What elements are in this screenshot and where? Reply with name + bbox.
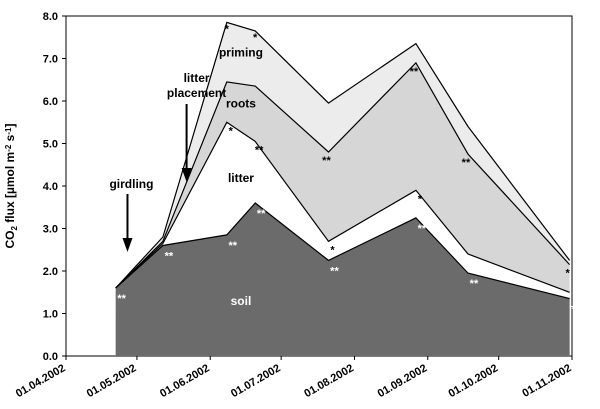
sig-soil-4: ** [330,265,339,277]
x-tick-label: 01.10.2002 [447,362,501,400]
area-series-group: soil litter roots priming [115,22,570,357]
line-priming [115,21,571,289]
y-tick-label: 6.0 [43,96,58,108]
y-tick-label: 0.0 [43,351,58,363]
y-axis-label-part: 2 [10,225,19,230]
sig-roots-7: * [565,268,570,280]
annotation-placement: placement [167,86,226,100]
series-label-soil: soil [231,294,252,308]
y-tick-label: 2.0 [43,266,58,278]
x-tick-label: 01.09.2002 [376,362,430,400]
significance-markers: ****************************** [117,23,580,315]
y-axis-label-part: ] [3,124,17,128]
sig-soil-0: ** [117,293,126,305]
arrow-litter-head [181,168,192,182]
line-soil [115,202,570,300]
y-axis-label-part: -1 [4,127,13,135]
line-roots [115,61,571,289]
sig-litter-3: ** [255,144,264,156]
series-label-priming: priming [219,45,263,59]
sig-soil-5: ** [418,223,427,235]
sig-litter-4: * [330,244,335,256]
sig-litter-5: * [418,193,423,205]
y-axis-label-part: s [3,134,17,144]
sig-soil-3: ** [257,208,266,220]
y-tick-label: 8.0 [43,11,58,23]
sig-priming-2: * [225,23,230,35]
annotation-girdling: girdling [109,177,153,191]
y-axis-label-part: flux [µmol m [3,152,17,226]
sig-soil-2: ** [229,240,238,252]
sig-soil-6: ** [470,278,479,290]
y-tick-label: 7.0 [43,54,58,66]
y-axis-label-part: CO [3,230,17,248]
annotation-litter: litter [184,71,210,85]
x-tick-label: 01.05.2002 [85,362,139,400]
sig-roots-6: ** [462,157,471,169]
y-tick-label: 4.0 [43,181,58,193]
y-tick-label: 3.0 [43,224,58,236]
sig-priming-3: * [253,32,258,44]
sig-roots-5: ** [410,66,419,78]
x-tick-label: 01.08.2002 [302,362,356,400]
y-axis-label: CO2 flux [µmol m-2 s-1] [3,124,19,249]
x-tick-label: 01.11.2002 [520,362,573,400]
y-axis-label-part: -2 [4,144,13,152]
series-lines-group [115,21,571,300]
series-label-litter: litter [228,171,254,185]
x-tick-label: 01.04.2002 [14,362,68,400]
y-tick-label: 5.0 [43,139,58,151]
x-tick-label: 01.07.2002 [229,362,283,400]
arrow-girdling-head [122,238,133,252]
sig-soil-1: ** [165,251,174,263]
x-axis-ticks: 01.04.2002 01.05.2002 01.06.2002 01.07.2002… [14,356,574,400]
sig-soil-7: ** [571,304,580,316]
sig-roots-4: ** [322,155,331,167]
line-litter [115,121,570,293]
sig-litter-2: * [229,125,234,137]
series-label-roots: roots [226,96,256,110]
y-tick-label: 1.0 [43,309,58,321]
y-axis-ticks: 0.0 1.0 2.0 3.0 4.0 5.0 6.0 7.0 8.0 [43,11,66,363]
area-soil [115,203,570,356]
x-tick-label: 01.06.2002 [158,362,212,400]
